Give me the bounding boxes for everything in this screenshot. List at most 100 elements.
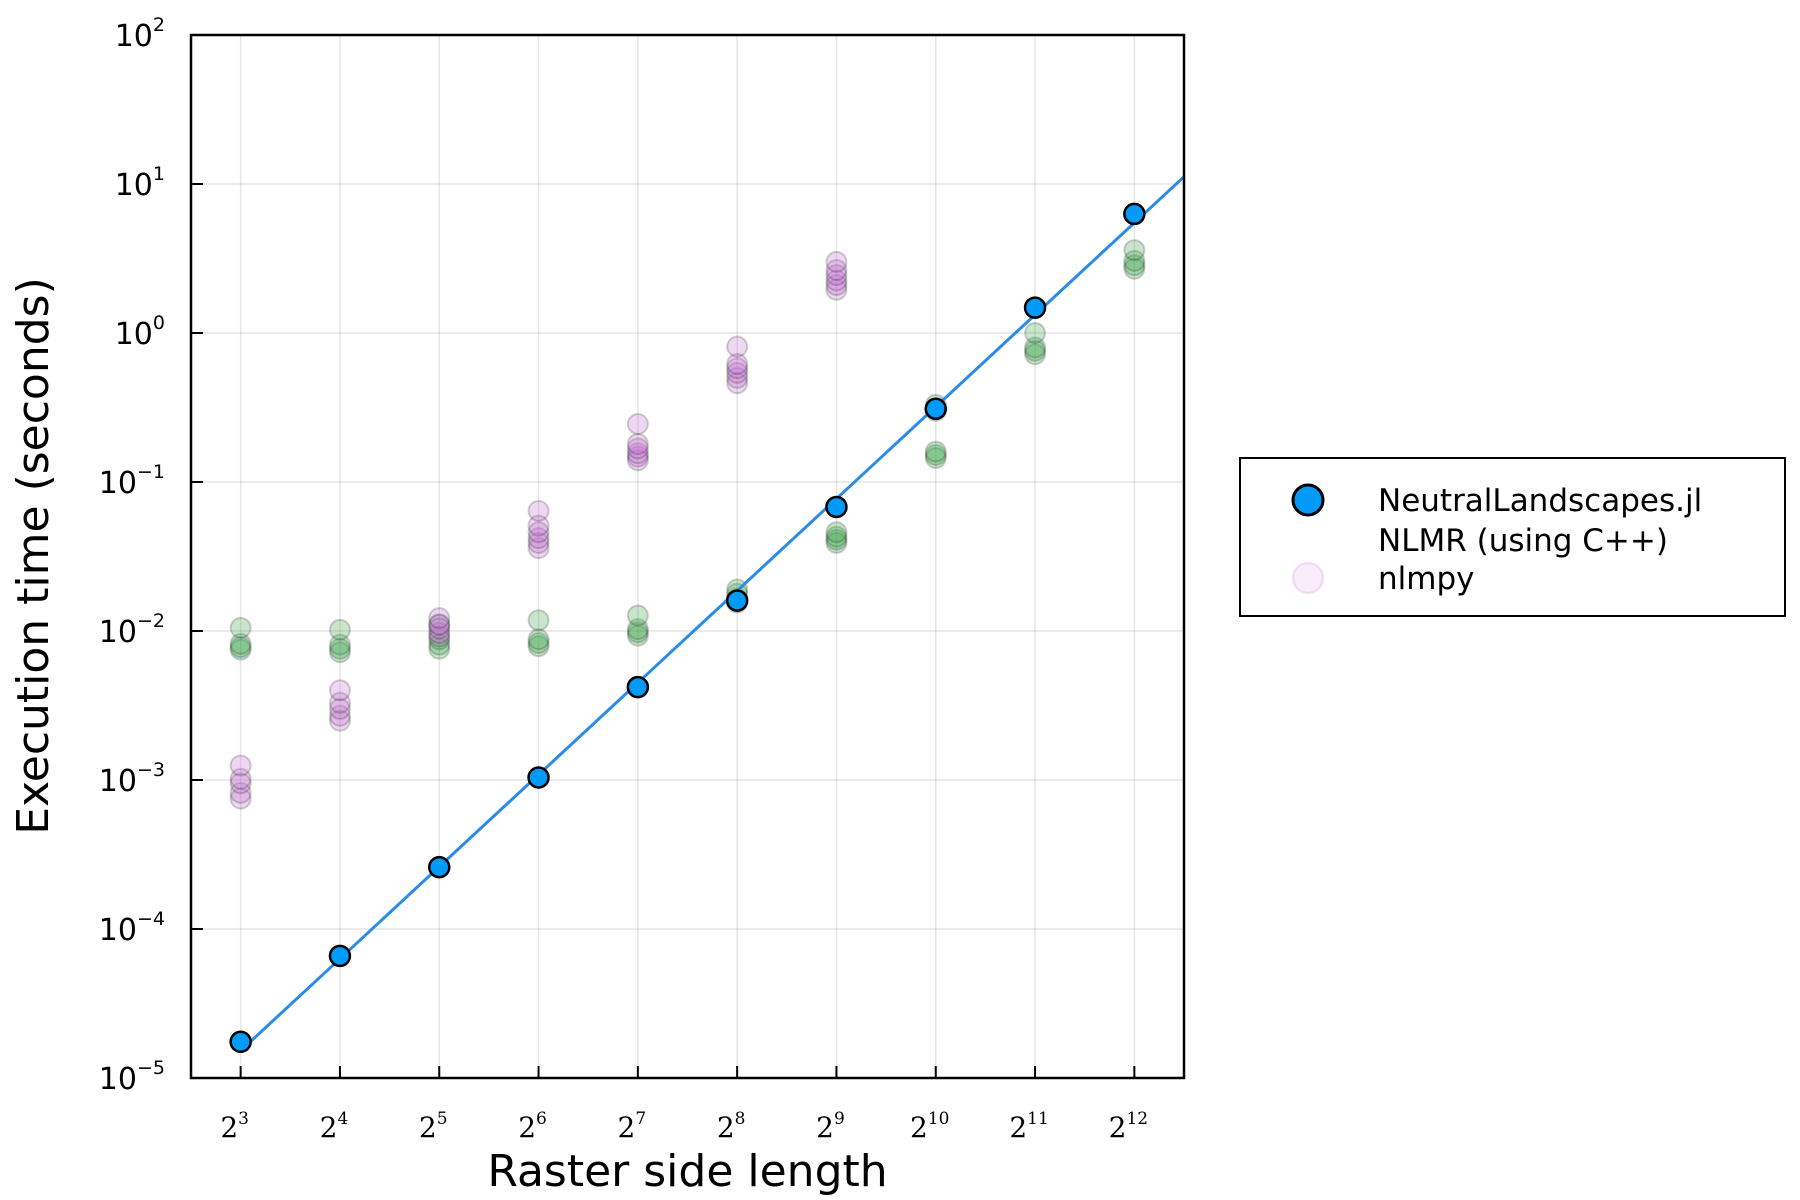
legend-frame — [1239, 457, 1786, 617]
nlmr-point — [1123, 257, 1146, 280]
y-tick-exponent: −5 — [137, 1057, 165, 1079]
nlmr-point — [1024, 336, 1047, 359]
y-tick-base: 10 — [99, 764, 137, 799]
legend-marker-nlmpy — [1291, 561, 1325, 595]
y-tick-base: 10 — [99, 615, 137, 650]
nlmr-point — [1024, 343, 1047, 366]
legend-marker-neutrallandscapes — [1291, 483, 1325, 517]
nlmr-point — [1123, 239, 1146, 262]
y-tick-exponent: 0 — [153, 312, 165, 334]
x-tick-base: 2 — [419, 1111, 437, 1144]
nlmpy-point — [328, 697, 351, 720]
x-tick-exponent: 5 — [437, 1109, 448, 1129]
nlmr-point — [229, 616, 252, 639]
nlmpy-point — [527, 499, 550, 522]
nlmr-point — [1024, 339, 1047, 362]
y-tick-base: 10 — [99, 466, 137, 501]
nlmr-point — [825, 528, 848, 551]
neutrallandscapes-point — [725, 589, 749, 612]
nlmpy-point — [328, 709, 351, 732]
nlmr-point — [527, 632, 550, 655]
neutrallandscapes-point — [527, 766, 550, 789]
x-tick-label: 24 — [320, 1109, 349, 1144]
nlmpy-point — [527, 514, 550, 537]
y-tick-label: 100 — [115, 312, 165, 352]
x-tick-label: 28 — [717, 1109, 746, 1144]
nlmr-point — [924, 446, 947, 469]
nlmr-point — [328, 637, 351, 660]
x-tick-base: 2 — [1009, 1111, 1027, 1144]
y-tick-exponent: −3 — [137, 759, 165, 781]
x-axis-label: Raster side length — [487, 1146, 887, 1197]
y-tick-base: 10 — [115, 19, 153, 54]
x-tick-exponent: 11 — [1027, 1109, 1049, 1129]
nlmpy-point — [229, 787, 252, 810]
x-tick-label: 29 — [816, 1109, 845, 1144]
nlmpy-point — [428, 621, 451, 644]
y-tick-base: 10 — [99, 913, 137, 948]
y-tick-label: 10−3 — [99, 759, 165, 799]
y-tick-label: 102 — [115, 14, 165, 54]
x-tick-label: 27 — [618, 1109, 647, 1144]
nlmr-point — [328, 633, 351, 656]
x-tick-base: 2 — [618, 1111, 636, 1144]
y-tick-base: 10 — [115, 168, 153, 203]
nlmpy-point — [825, 258, 848, 281]
x-tick-label: 25 — [419, 1109, 448, 1144]
nlmr-point — [626, 618, 649, 641]
nlmpy-point — [428, 625, 451, 648]
nlmpy-point — [527, 537, 550, 560]
x-tick-exponent: 8 — [735, 1109, 746, 1129]
legend: NeutralLandscapes.jl NLMR (using C++) nl… — [1239, 457, 1786, 617]
neutrallandscapes-fit-line — [239, 175, 1184, 1052]
nlmr-point — [527, 628, 550, 651]
x-tick-base: 2 — [717, 1111, 735, 1144]
nlmpy-point — [229, 754, 252, 777]
neutrallandscapes-point — [229, 1030, 252, 1054]
nlmpy-point — [825, 269, 848, 292]
nlmr-point — [626, 621, 649, 644]
nlmpy-point — [726, 366, 749, 389]
x-tick-exponent: 6 — [536, 1109, 547, 1129]
nlmpy-point — [825, 264, 848, 287]
neutrallandscapes-point — [825, 495, 848, 519]
nlmpy-point — [825, 250, 848, 273]
nlmpy-point — [626, 445, 649, 468]
y-tick-exponent: −4 — [137, 908, 165, 930]
nlmr-point — [229, 638, 252, 661]
x-tick-label: 210 — [910, 1109, 949, 1144]
legend-label-nlmpy: nlmpy — [1378, 561, 1474, 597]
nlmr-point — [229, 636, 252, 659]
y-tick-label: 10−4 — [99, 908, 165, 948]
x-tick-exponent: 4 — [337, 1109, 348, 1129]
nlmpy-point — [626, 437, 649, 460]
nlmr-point — [527, 635, 550, 658]
nlmpy-point — [825, 273, 848, 296]
nlmpy-point — [626, 449, 649, 472]
y-tick-exponent: −1 — [137, 461, 165, 483]
nlmpy-point — [626, 432, 649, 455]
nlmpy-point — [726, 335, 749, 358]
nlmpy-point — [527, 531, 550, 554]
neutrallandscapes-point — [428, 855, 451, 879]
y-tick-label: 101 — [115, 163, 165, 203]
nlmpy-point — [328, 691, 351, 714]
x-tick-exponent: 9 — [834, 1109, 845, 1129]
nlmpy-point — [527, 527, 550, 550]
nlmpy-point — [229, 781, 252, 804]
x-tick-exponent: 12 — [1126, 1109, 1148, 1129]
y-tick-label: 10−2 — [99, 610, 165, 650]
x-tick-label: 212 — [1109, 1109, 1148, 1144]
y-tick-label: 10−5 — [99, 1057, 165, 1097]
nlmr-point — [229, 632, 252, 655]
x-tick-label: 211 — [1009, 1109, 1048, 1144]
x-tick-base: 2 — [1109, 1111, 1127, 1144]
plot-frame — [189, 33, 1186, 1080]
y-tick-label: 10−1 — [99, 461, 165, 501]
nlmpy-point — [726, 372, 749, 395]
y-tick-base: 10 — [99, 1062, 137, 1097]
x-tick-label: 23 — [220, 1109, 249, 1144]
neutrallandscapes-point — [924, 397, 947, 421]
legend-label-nlmr: NLMR (using C++) — [1378, 523, 1668, 559]
